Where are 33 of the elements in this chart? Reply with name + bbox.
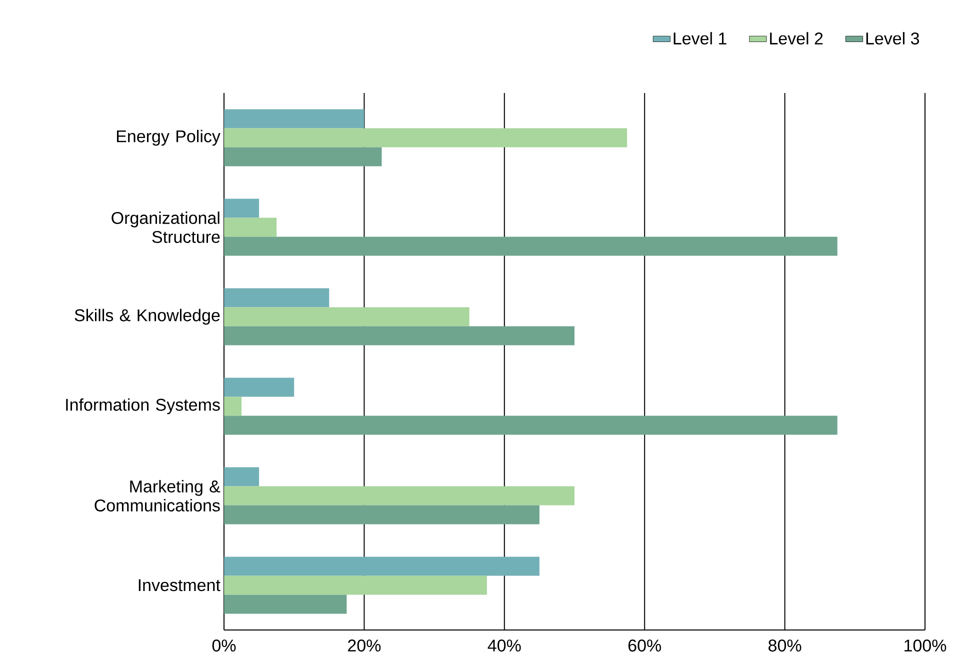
bar: [224, 198, 260, 218]
bar: [224, 396, 242, 416]
x-tick-label: 60%: [628, 640, 661, 652]
bar: [224, 467, 260, 486]
y-tick-label: Investment: [138, 579, 220, 592]
x-tick-label: 80%: [768, 640, 802, 652]
bar: [224, 594, 347, 614]
bar: [224, 307, 470, 326]
y-tick-label: Organizational Structure: [112, 212, 220, 243]
x-tick-label: 40%: [488, 640, 521, 652]
bar: [224, 486, 575, 506]
x-tick-label: 20%: [348, 640, 381, 652]
bar: [224, 505, 540, 524]
bar: [224, 147, 382, 166]
bar: [224, 556, 540, 576]
legend-label: Level 1: [674, 32, 726, 45]
y-tick-label: Information Systems: [66, 398, 220, 414]
y-tick-label: Skills & Knowledge: [74, 308, 220, 325]
bar: [224, 109, 364, 128]
bar: [224, 576, 487, 595]
bar: [224, 416, 838, 435]
x-tick-label: 100%: [904, 640, 946, 652]
bar: [224, 326, 575, 346]
bar: [224, 236, 838, 256]
bar: [224, 128, 628, 148]
legend-label: Level 2: [770, 32, 823, 45]
x-tick-label: 0%: [212, 640, 236, 652]
legend-label: Level 3: [866, 32, 920, 45]
bar: [224, 218, 277, 237]
bar: [224, 378, 294, 397]
bar: [224, 288, 330, 308]
y-tick-label: Marketing & Communications: [94, 480, 220, 512]
y-tick-label: Energy Policy: [116, 130, 220, 146]
